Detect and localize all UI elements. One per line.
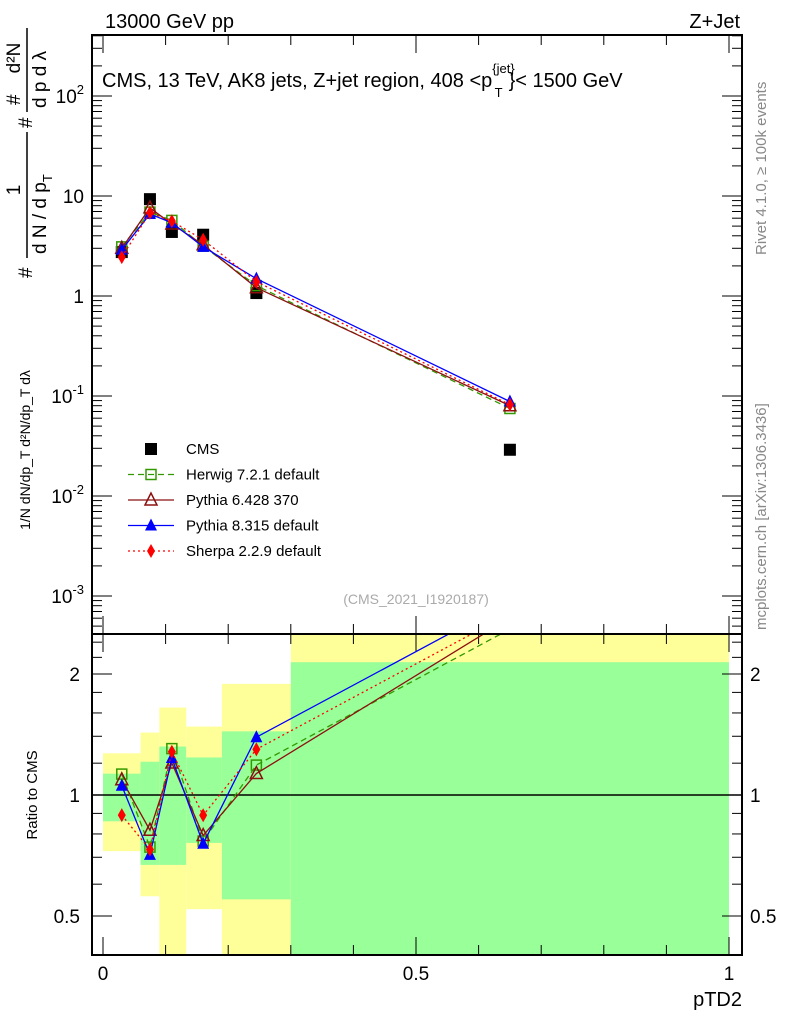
diamond-marker	[167, 744, 176, 759]
mcplots-credit: mcplots.cern.ch [arXiv:1306.3436]	[753, 403, 770, 630]
diamond-marker	[199, 232, 208, 247]
ratio-y-tick-label: 1	[69, 786, 80, 807]
y-tick-label: 10	[63, 187, 84, 208]
square-marker	[503, 443, 516, 456]
open-triangle-marker	[249, 279, 264, 294]
green-band-bin	[221, 731, 291, 900]
legend-label: Pythia 6.428 370	[186, 492, 299, 509]
y-label-den: d N / d p	[30, 182, 51, 254]
ratio-y-label: Ratio to CMS	[24, 750, 41, 839]
y-tick-exp: -2	[72, 482, 84, 497]
y-label-hash-num: #	[4, 94, 25, 105]
title-end: }< 1500 GeV	[509, 70, 624, 92]
x-tick-label: 1	[724, 964, 735, 985]
y-label-denominator: d N / d pT	[30, 174, 55, 254]
diamond-marker	[167, 214, 176, 229]
y-label-den-sub: T	[40, 174, 55, 182]
ratio-y-tick-label: 2	[69, 665, 80, 686]
title-main: CMS, 13 TeV, AK8 jets, Z+jet region, 408…	[102, 70, 492, 92]
ratio-axis-ticks: 0.5 0.5 1 1 2 2	[54, 641, 776, 956]
open-triangle-marker	[143, 491, 159, 506]
y-tick-base: 10	[51, 487, 72, 508]
x-tick-label: 0	[98, 964, 109, 985]
diamond-marker	[199, 808, 208, 823]
series-line	[121, 211, 511, 410]
y-tick-exp: -3	[72, 582, 84, 597]
y-tick-label: 10-2	[51, 482, 84, 508]
diamond-marker	[147, 544, 155, 558]
diamond-marker	[145, 842, 154, 857]
triangle-marker	[197, 836, 210, 849]
diamond-marker	[505, 397, 514, 412]
green-band-bin	[140, 761, 160, 865]
y-tick-base: 10	[56, 87, 77, 108]
y-tick-base: 10	[51, 387, 72, 408]
y-label-numerator: d²N	[4, 43, 25, 74]
analysis-id: (CMS_2021_I1920187)	[343, 591, 489, 607]
y-tick-base: 10	[51, 587, 72, 608]
square-marker	[143, 193, 156, 206]
open-square-marker	[145, 468, 157, 481]
main-series	[114, 193, 518, 456]
x-tick-label: 0.5	[403, 964, 429, 985]
y-label-denominator-2: d p d λ	[30, 50, 51, 108]
legend: CMS Herwig 7.2.1 default Pythia 6.428 370 P…	[128, 441, 322, 560]
header-left: 13000 GeV pp	[105, 11, 234, 33]
y-tick-base: 10	[63, 187, 84, 208]
triangle-marker	[115, 778, 128, 791]
diamond-marker	[145, 205, 154, 220]
legend-label: Pythia 8.315 default	[186, 518, 319, 535]
open-triangle-marker	[142, 821, 158, 836]
y-tick-label: 10-3	[51, 582, 84, 608]
ratio-y-tick-label-right: 0.5	[750, 907, 776, 928]
diamond-marker	[252, 742, 261, 757]
x-axis-label: pTD2	[693, 989, 742, 1011]
open-square-marker	[250, 759, 263, 771]
ratio-y-tick-label-right: 2	[750, 665, 761, 686]
rivet-version: Rivet 4.1.0, ≥ 100k events	[753, 82, 770, 255]
series-cms	[115, 193, 516, 456]
main-y-label-fraction: # 1 d N / d pT # # d²N d p d λ	[4, 28, 55, 278]
plot-title: CMS, 13 TeV, AK8 jets, Z+jet region, 408…	[102, 61, 623, 100]
y-tick-base: 1	[73, 287, 84, 308]
square-marker	[145, 443, 157, 455]
y-tick-label: 10-1	[51, 382, 84, 408]
series-line	[121, 213, 511, 403]
ratio-y-tick-label: 0.5	[54, 907, 80, 928]
title-sup: {jet}	[492, 61, 515, 76]
ratio-series-sherpa-2-2-9-default	[117, 634, 474, 857]
green-band-bin	[290, 662, 729, 955]
y-tick-label: 102	[56, 82, 84, 108]
y-tick-exp: 2	[77, 82, 84, 97]
legend-label: Sherpa 2.2.9 default	[186, 543, 322, 560]
y-label-one: 1	[4, 185, 25, 196]
y-label-hash-left: #	[16, 267, 37, 278]
triangle-marker	[250, 730, 263, 743]
legend-label: Herwig 7.2.1 default	[186, 467, 320, 484]
main-y-label: 1/N dN/dp_T d²N/dp_T dλ	[17, 370, 33, 530]
ratio-series	[114, 634, 503, 860]
open-triangle-marker	[249, 764, 264, 780]
y-tick-label: 1	[73, 287, 84, 308]
triangle-marker	[145, 518, 157, 531]
diamond-marker	[117, 250, 126, 265]
ratio-frame	[91, 633, 743, 956]
ratio-y-tick-label-right: 1	[750, 786, 761, 807]
y-label-hash-middle: #	[16, 117, 37, 128]
y-tick-exp: -1	[72, 382, 84, 397]
ratio-line	[121, 634, 474, 852]
series-sherpa-2-2-9-default	[117, 205, 514, 412]
series-line	[121, 211, 511, 406]
diamond-marker	[117, 808, 126, 823]
header-right: Z+Jet	[689, 11, 740, 33]
diamond-marker	[252, 274, 261, 289]
legend-label: CMS	[186, 441, 219, 458]
title-sub: T	[495, 85, 503, 100]
